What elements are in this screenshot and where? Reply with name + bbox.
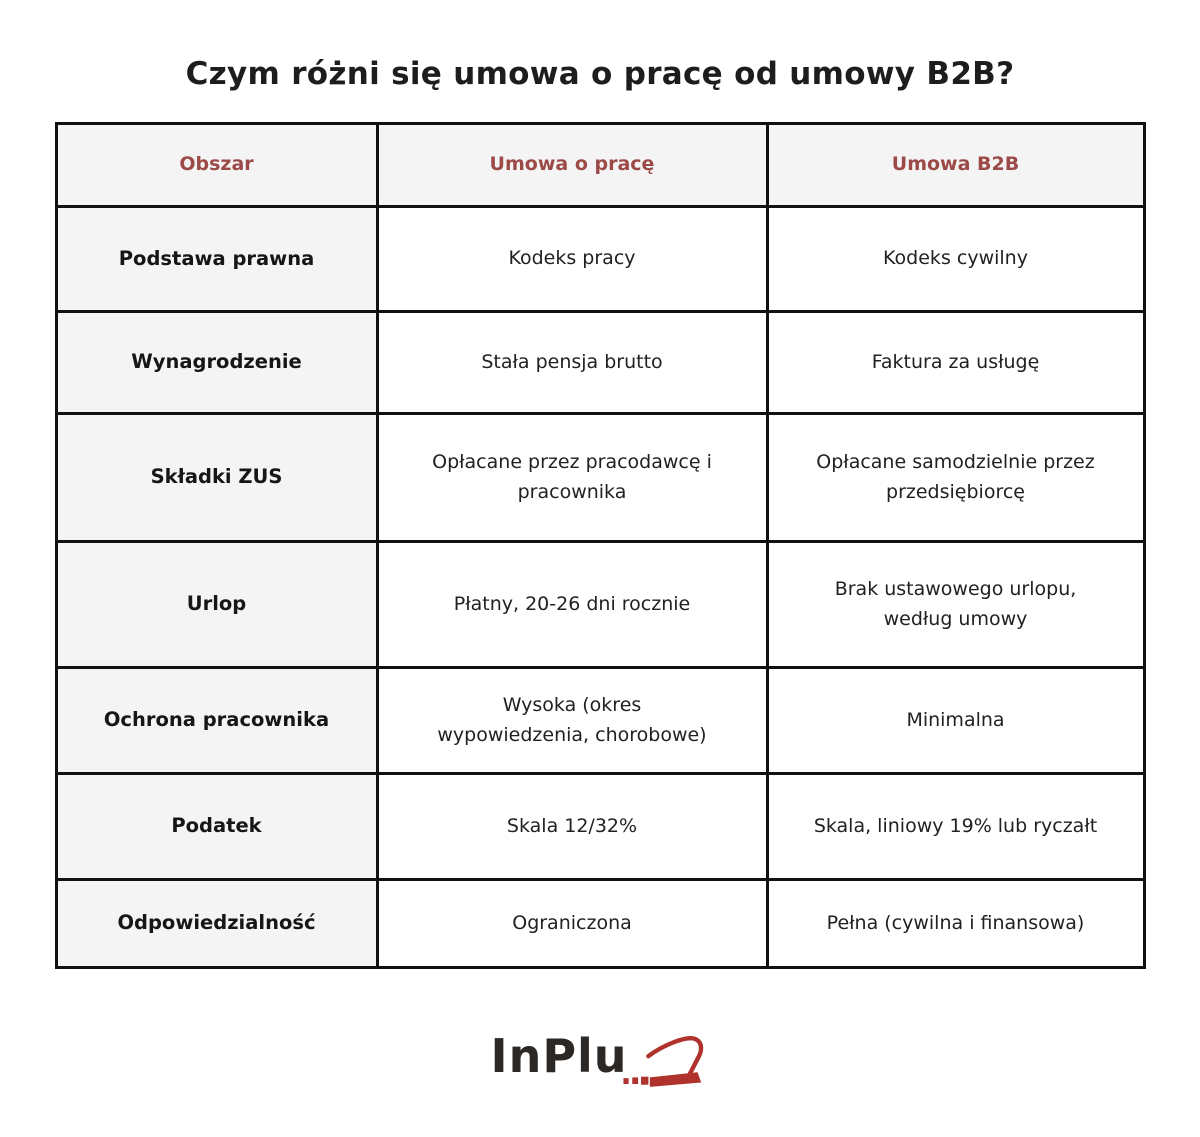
column-header-umowa-b2b: Umowa B2B <box>765 122 1146 208</box>
logo-text: InPlu <box>490 1029 628 1083</box>
cell-area: Podstawa prawna <box>54 205 379 313</box>
cell-uop: Wysoka (okres wypowiedzenia, chorobowe) <box>375 666 769 775</box>
cell-b2b: Pełna (cywilna i finansowa) <box>765 878 1146 969</box>
cell-area: Ochrona pracownika <box>54 666 379 775</box>
table-row: Podstawa prawna Kodeks pracy Kodeks cywi… <box>54 205 1146 313</box>
cell-uop: Stała pensja brutto <box>375 310 769 415</box>
table-row: Wynagrodzenie Stała pensja brutto Faktur… <box>54 310 1146 415</box>
cell-area: Wynagrodzenie <box>54 310 379 415</box>
table-row: Składki ZUS Opłacane przez pracodawcę i … <box>54 412 1146 543</box>
column-header-obszar: Obszar <box>54 122 379 208</box>
cell-b2b: Brak ustawowego urlopu, według umowy <box>765 540 1146 669</box>
cell-uop: Opłacane przez pracodawcę i pracownika <box>375 412 769 543</box>
page-title: Czym różni się umowa o pracę od umowy B2… <box>185 56 1015 92</box>
cell-area: Urlop <box>54 540 379 669</box>
cell-b2b: Opłacane samodzielnie przez przedsiębior… <box>765 412 1146 543</box>
cell-b2b: Kodeks cywilny <box>765 205 1146 313</box>
cell-area: Składki ZUS <box>54 412 379 543</box>
column-header-umowa-o-prace: Umowa o pracę <box>375 122 769 208</box>
stylized-s-icon <box>623 1036 703 1087</box>
cell-b2b: Faktura za usługę <box>765 310 1146 415</box>
cell-uop: Skala 12/32% <box>375 772 769 881</box>
header-row: Obszar Umowa o pracę Umowa B2B <box>54 122 1146 208</box>
table-row: Urlop Płatny, 20-26 dni rocznie Brak ust… <box>54 540 1146 669</box>
table-row: Odpowiedzialność Ograniczona Pełna (cywi… <box>54 878 1146 969</box>
table-row: Podatek Skala 12/32% Skala, liniowy 19% … <box>54 772 1146 881</box>
cell-uop: Kodeks pracy <box>375 205 769 313</box>
logo: InPlu <box>0 1025 1200 1099</box>
cell-uop: Płatny, 20-26 dni rocznie <box>375 540 769 669</box>
cell-b2b: Skala, liniowy 19% lub ryczałt <box>765 772 1146 881</box>
cell-area: Odpowiedzialność <box>54 878 379 969</box>
cell-area: Podatek <box>54 772 379 881</box>
comparison-table: Obszar Umowa o pracę Umowa B2B Podstawa … <box>54 122 1146 969</box>
cell-uop: Ograniczona <box>375 878 769 969</box>
cell-b2b: Minimalna <box>765 666 1146 775</box>
table-row: Ochrona pracownika Wysoka (okres wypowie… <box>54 666 1146 775</box>
